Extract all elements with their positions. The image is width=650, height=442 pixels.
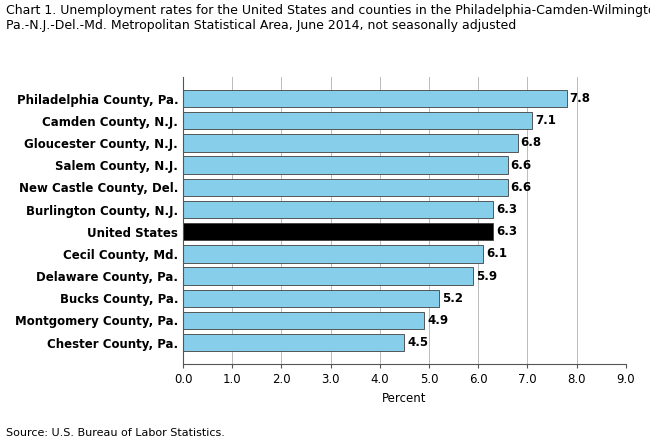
Text: 4.9: 4.9 (427, 314, 448, 327)
Text: 4.5: 4.5 (408, 336, 428, 349)
Bar (183, 245, 483, 263)
Text: 7.1: 7.1 (535, 114, 556, 127)
Text: Source: U.S. Bureau of Labor Statistics.: Source: U.S. Bureau of Labor Statistics. (6, 427, 226, 438)
Text: Chart 1. Unemployment rates for the United States and counties in the Philadelph: Chart 1. Unemployment rates for the Unit… (6, 4, 650, 32)
Text: 6.6: 6.6 (511, 159, 532, 171)
Bar (183, 290, 439, 307)
Bar (183, 201, 493, 218)
Bar (183, 179, 508, 196)
Bar (183, 134, 517, 152)
Text: 6.1: 6.1 (486, 248, 507, 260)
Bar (183, 112, 532, 130)
Text: 7.8: 7.8 (569, 92, 591, 105)
Text: 6.8: 6.8 (521, 137, 541, 149)
Bar (183, 223, 493, 240)
Bar (183, 90, 567, 107)
Text: 6.3: 6.3 (496, 203, 517, 216)
X-axis label: Percent: Percent (382, 392, 426, 405)
Bar (183, 312, 424, 329)
Bar (183, 334, 404, 351)
Text: 5.2: 5.2 (442, 292, 463, 305)
Text: 6.3: 6.3 (496, 225, 517, 238)
Bar (183, 267, 473, 285)
Bar (183, 156, 508, 174)
Text: 5.9: 5.9 (476, 270, 497, 282)
Text: 6.6: 6.6 (511, 181, 532, 194)
